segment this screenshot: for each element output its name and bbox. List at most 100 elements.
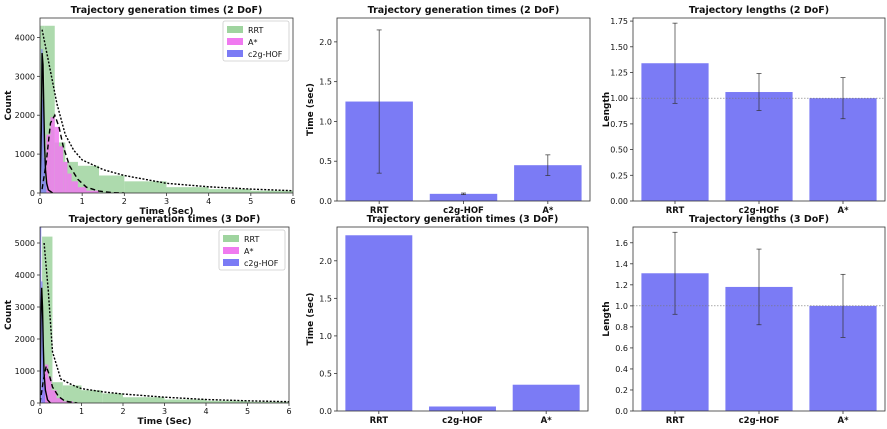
histogram-bin — [58, 146, 64, 193]
legend-label: RRT — [248, 26, 264, 35]
bar — [429, 193, 498, 201]
x-tick-label: 4 — [203, 407, 208, 416]
histogram-bin — [77, 165, 100, 193]
y-tick-label: 4000 — [15, 33, 35, 42]
histogram-bin — [67, 173, 72, 193]
category-label: A* — [837, 416, 849, 426]
y-tick-label: 0.5 — [319, 369, 332, 378]
y-tick-label: 1.75 — [610, 17, 628, 26]
legend-swatch — [223, 235, 239, 242]
category-label: RRT — [370, 416, 389, 426]
bar — [512, 384, 580, 411]
series-a- — [46, 117, 100, 193]
y-tick-label: 0.6 — [615, 344, 628, 353]
legend-swatch — [227, 26, 243, 33]
category-label: c2g-HOF — [442, 416, 483, 426]
chart-p1: Trajectory generation times (2 DoF) RRT c2… — [306, 5, 591, 216]
chart-p3: Trajectory generation times (3 DoF) 0 1 2 3 4… — [4, 214, 292, 427]
legend-label: c2g-HOF — [244, 259, 279, 268]
y-axis-label: Count — [4, 299, 14, 330]
chart-title: Trajectory generation times (3 DoF) — [69, 214, 261, 225]
histogram-bin — [250, 190, 293, 193]
legend-label: RRT — [244, 235, 260, 244]
plot-area — [40, 227, 289, 403]
x-tick-label: 5 — [248, 197, 253, 206]
y-tick-label: 0.4 — [615, 365, 628, 374]
chart-p4: Trajectory generation times (3 DoF) RRT c2… — [306, 214, 589, 426]
histogram-bin — [51, 390, 57, 403]
y-tick-label: 0.0 — [319, 407, 332, 416]
histogram-bin — [44, 364, 49, 403]
chart-p2: Trajectory lengths (2 DoF) RRT c2g-HOF A* 0.… — [602, 5, 886, 216]
y-tick-label: 1.0 — [319, 117, 332, 126]
histogram-bin — [42, 345, 44, 403]
y-axis-label: Length — [602, 92, 612, 127]
y-tick-label: 0 — [30, 399, 35, 408]
histogram-bin — [77, 187, 87, 193]
histogram-bin — [206, 400, 248, 403]
histogram-bin — [41, 281, 43, 403]
y-tick-label: 5000 — [15, 239, 35, 248]
bar — [429, 406, 496, 411]
y-tick-label: 1.50 — [610, 43, 628, 52]
category-label: c2g-HOF — [443, 206, 484, 216]
histogram-bin — [48, 377, 52, 403]
kde-line — [41, 29, 293, 192]
histogram-bin — [164, 399, 206, 403]
histogram-bin — [46, 134, 51, 193]
y-tick-label: 0.8 — [615, 323, 628, 332]
histogram-bin — [56, 398, 63, 403]
histogram-bin — [166, 187, 209, 193]
histogram-bin — [123, 397, 165, 403]
y-axis-label: Count — [4, 90, 14, 121]
y-tick-label: 1.0 — [615, 302, 628, 311]
category-label: A* — [837, 206, 849, 216]
histogram-bin — [52, 382, 63, 403]
y-tick-label: 1000 — [15, 367, 35, 376]
y-tick-label: 1.5 — [319, 78, 332, 87]
y-tick-label: 1000 — [15, 150, 35, 159]
y-tick-label: 0.00 — [610, 197, 628, 206]
y-tick-label: 2000 — [15, 111, 35, 120]
y-tick-label: 2.0 — [319, 257, 332, 266]
y-tick-label: 1.2 — [615, 281, 628, 290]
x-tick-label: 3 — [162, 407, 167, 416]
y-tick-label: 0.2 — [615, 386, 628, 395]
x-tick-label: 2 — [122, 197, 127, 206]
x-tick-label: 2 — [120, 407, 125, 416]
histogram-bin — [44, 25, 55, 193]
chart-title: Trajectory generation times (3 DoF) — [367, 214, 559, 225]
x-tick-label: 6 — [286, 407, 291, 416]
error-bar — [672, 231, 678, 315]
bar — [345, 235, 413, 411]
x-tick-label: 6 — [290, 197, 295, 206]
x-tick-label: 0 — [37, 197, 42, 206]
y-tick-label: 1.6 — [615, 239, 628, 248]
y-tick-label: 0.25 — [610, 171, 628, 180]
kde-line — [40, 287, 51, 403]
histogram-bin — [62, 385, 82, 403]
plot-area — [40, 25, 293, 193]
y-tick-label: 1.4 — [615, 260, 628, 269]
y-tick-label: 0 — [30, 189, 35, 198]
legend-swatch — [223, 259, 239, 266]
histogram-bin — [208, 189, 251, 193]
chart-p5: Trajectory lengths (3 DoF) RRT c2g-HOF A* 0.… — [602, 214, 886, 426]
series-rrt — [42, 236, 289, 403]
histogram-bin — [54, 126, 59, 193]
category-label: A* — [542, 206, 554, 216]
y-tick-label: 1.5 — [319, 294, 332, 303]
histogram-bin — [86, 190, 100, 193]
bars — [345, 235, 580, 411]
histogram-bin — [124, 181, 167, 193]
histogram-bin — [71, 181, 78, 193]
histogram-bin — [42, 236, 53, 403]
x-tick-label: 0 — [37, 407, 42, 416]
category-label: RRT — [666, 206, 685, 216]
category-label: c2g-HOF — [739, 206, 780, 216]
chart-p0: Trajectory generation times (2 DoF) 0 1 2 3 4… — [4, 5, 296, 217]
kde-line — [40, 52, 54, 193]
error-bar — [840, 77, 846, 120]
histogram-bin — [45, 181, 47, 193]
histogram-bin — [42, 99, 44, 193]
